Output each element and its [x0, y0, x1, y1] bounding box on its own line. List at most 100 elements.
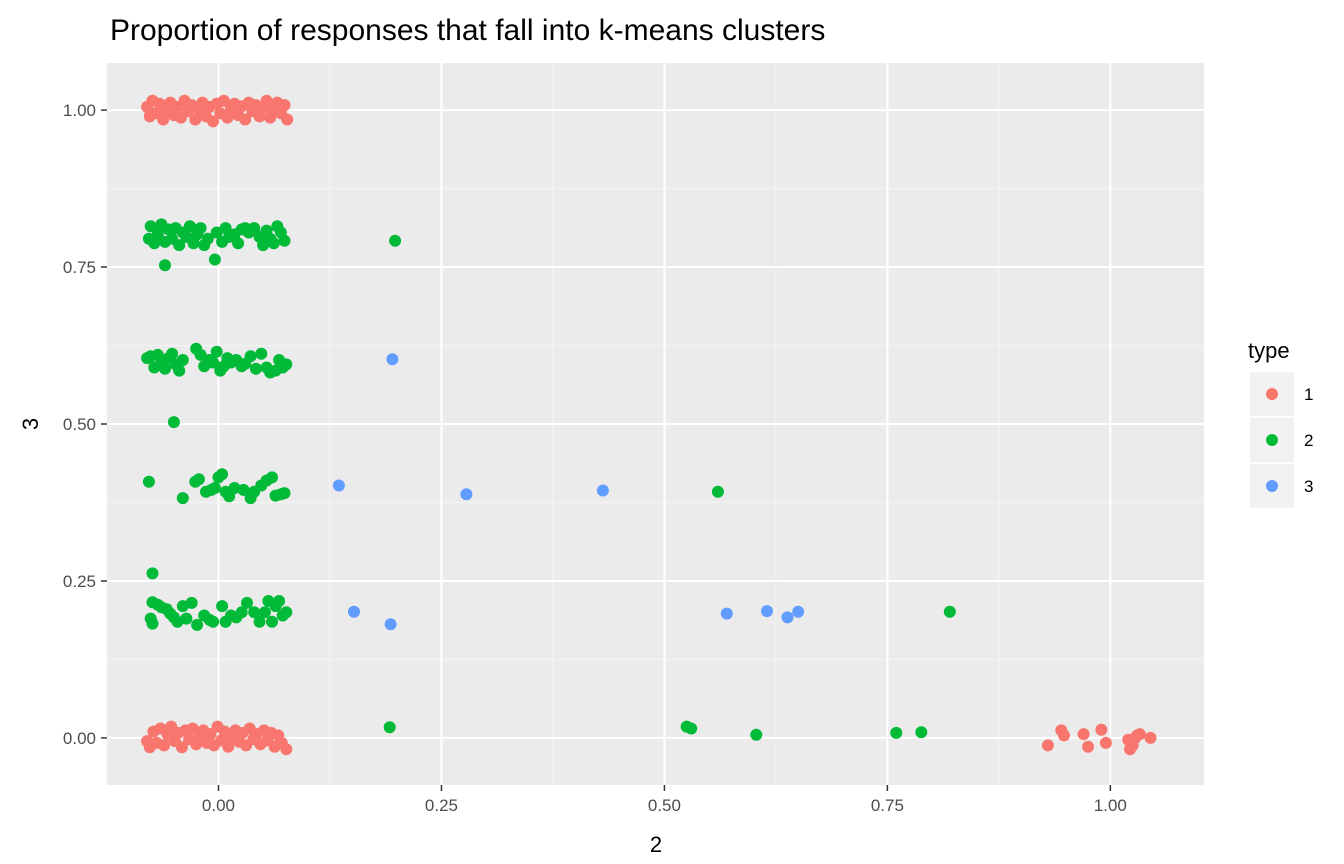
data-point-type-1 [230, 101, 243, 114]
y-axis-ticks: 0.00 0.25 0.50 0.75 1.00 [63, 101, 107, 748]
data-point-type-2 [253, 615, 266, 628]
data-point-type-2 [890, 726, 903, 739]
data-point-type-3 [792, 605, 805, 618]
y-tick-label: 0.50 [63, 415, 96, 434]
data-point-type-3 [781, 611, 794, 624]
data-point-type-2 [255, 347, 268, 360]
data-point-type-2 [180, 612, 193, 625]
data-point-type-2 [167, 416, 180, 429]
data-point-type-1 [1095, 723, 1108, 736]
data-point-type-2 [210, 345, 223, 358]
legend-label-3: 3 [1304, 477, 1313, 496]
data-point-type-2 [389, 234, 402, 247]
data-point-type-2 [192, 473, 205, 486]
data-point-type-1 [280, 743, 293, 756]
data-point-type-1 [159, 102, 171, 115]
data-point-type-2 [159, 259, 171, 272]
data-point-type-2 [207, 615, 220, 628]
data-point-type-2 [244, 350, 257, 363]
data-point-type-2 [248, 606, 261, 619]
data-point-type-2 [278, 234, 291, 247]
x-tick-label: 0.50 [648, 796, 681, 815]
x-tick-label: 0.75 [871, 796, 904, 815]
data-point-type-2 [248, 222, 261, 235]
data-point-type-2 [146, 567, 159, 580]
data-point-type-1 [204, 728, 217, 741]
major-gridlines [107, 63, 1204, 785]
data-point-type-2 [208, 482, 221, 494]
data-point-type-2 [207, 356, 220, 369]
data-points [141, 94, 1157, 756]
data-point-type-1 [222, 740, 235, 753]
x-axis-title: 2 [650, 832, 662, 857]
data-point-type-2 [237, 483, 250, 496]
data-point-type-2 [176, 492, 189, 505]
data-point-type-2 [216, 600, 229, 613]
data-point-type-2 [151, 228, 164, 241]
data-point-type-2 [280, 358, 293, 371]
data-point-type-2 [159, 362, 171, 375]
data-point-type-2 [176, 354, 189, 366]
data-point-type-1 [281, 113, 294, 126]
data-point-type-3 [761, 605, 773, 618]
data-point-type-2 [183, 220, 196, 233]
data-point-type-1 [217, 94, 230, 107]
data-point-type-1 [1077, 728, 1090, 741]
data-point-type-2 [173, 239, 186, 252]
legend-title: type [1248, 338, 1290, 363]
legend-swatch-3 [1266, 480, 1278, 492]
x-tick-label: 0.00 [202, 796, 235, 815]
data-point-type-2 [208, 253, 221, 266]
data-point-type-2 [173, 364, 186, 377]
data-point-type-2 [266, 615, 278, 628]
data-point-type-1 [260, 94, 273, 107]
data-point-type-2 [146, 617, 159, 630]
data-point-type-2 [267, 237, 280, 250]
data-point-type-2 [194, 222, 207, 235]
data-point-type-2 [194, 348, 207, 361]
data-point-type-1 [1133, 728, 1146, 741]
data-point-type-1 [194, 106, 207, 119]
x-tick-label: 0.25 [425, 796, 458, 815]
data-point-type-3 [386, 353, 399, 366]
data-point-type-2 [280, 606, 293, 619]
legend-label-1: 1 [1304, 385, 1313, 404]
legend: type 1 2 3 [1248, 338, 1313, 508]
data-point-type-2 [191, 618, 204, 631]
data-point-type-1 [1082, 740, 1095, 753]
data-point-type-3 [460, 488, 473, 501]
data-point-type-2 [383, 721, 396, 734]
data-point-type-1 [266, 106, 278, 119]
legend-label-2: 2 [1304, 431, 1313, 450]
y-tick-label: 0.25 [63, 572, 96, 591]
data-point-type-2 [943, 605, 956, 618]
data-point-type-2 [232, 237, 245, 250]
data-point-type-2 [201, 232, 214, 245]
data-point-type-3 [720, 607, 733, 620]
data-point-type-2 [278, 487, 291, 500]
data-point-type-1 [1144, 731, 1157, 744]
data-point-type-2 [216, 468, 229, 481]
data-point-type-2 [266, 471, 278, 484]
data-point-type-1 [1041, 739, 1054, 752]
data-point-type-2 [685, 722, 698, 735]
data-point-type-3 [384, 618, 397, 631]
data-point-type-1 [207, 115, 220, 128]
y-tick-label: 0.00 [63, 729, 96, 748]
x-tick-label: 1.00 [1094, 796, 1127, 815]
legend-swatch-1 [1266, 388, 1278, 400]
x-axis-ticks: 0.00 0.25 0.50 0.75 1.00 [202, 785, 1127, 815]
chart-title: Proportion of responses that fall into k… [110, 14, 825, 47]
data-point-type-1 [158, 739, 171, 752]
data-point-type-1 [278, 99, 291, 112]
data-point-type-1 [157, 113, 170, 126]
data-point-type-1 [1058, 729, 1070, 742]
data-point-type-2 [166, 347, 179, 360]
data-point-type-1 [239, 113, 252, 126]
data-point-type-2 [142, 475, 155, 488]
data-point-type-2 [273, 595, 286, 607]
data-point-type-2 [210, 226, 223, 239]
data-point-type-2 [185, 596, 198, 609]
data-point-type-2 [249, 362, 262, 375]
data-point-type-3 [596, 484, 609, 497]
